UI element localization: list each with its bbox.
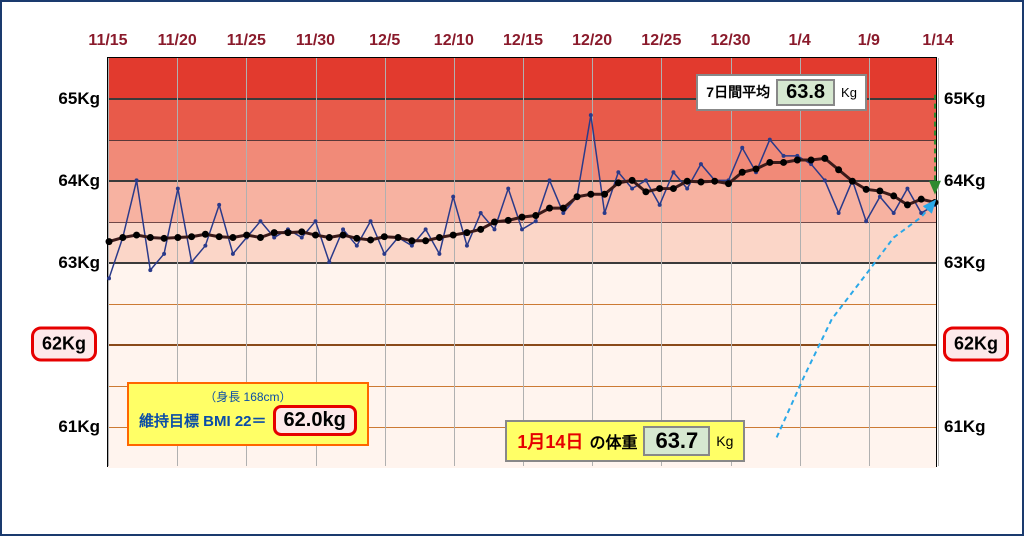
seven-day-avg-box: 7日間平均 63.8 Kg [696,74,867,111]
x-tick-label: 1/4 [789,32,811,50]
y-tick-left: 65Kg [58,89,100,109]
x-tick-label: 12/30 [710,32,750,50]
y-tick-left: 63Kg [58,253,100,273]
y-tick-right: 61Kg [944,417,986,437]
current-weight-box: 1月14日の体重63.7 Kg [505,420,745,462]
y-tick-left: 61Kg [58,417,100,437]
x-tick-label: 1/9 [858,32,880,50]
avg-value: 63.8 [776,79,835,106]
y-tick-right: 65Kg [944,89,986,109]
x-tick-label: 11/25 [227,32,266,50]
bmi-target-box: （身長 168cm） 維持目標 BMI 22＝ 62.0kg [127,382,369,446]
x-tick-label: 12/10 [434,32,474,50]
x-tick-label: 11/15 [88,32,127,50]
y-tick-left: 64Kg [58,171,100,191]
current-weight-unit: Kg [716,433,733,449]
bmi-label: 維持目標 BMI 22＝ [139,410,267,431]
x-tick-label: 12/25 [641,32,681,50]
x-tick-label: 1/14 [922,32,953,50]
vline [938,58,939,466]
x-tick-label: 12/15 [503,32,543,50]
bmi-height-label: （身長 168cm） [139,388,357,405]
y-highlight-left: 62Kg [31,327,97,362]
current-weight-label: の体重 [589,429,637,453]
chart-container: 11/15 11/20 11/25 11/30 12/5 12/10 12/15 12/20 1… [0,0,1024,536]
avg-unit: Kg [841,85,857,100]
avg-label: 7日間平均 [706,82,770,102]
current-date: 1月14日 [517,428,583,454]
y-highlight-right: 62Kg [943,327,1009,362]
y-tick-right: 63Kg [944,253,986,273]
x-tick-label: 12/5 [369,32,400,50]
current-weight-value: 63.7 [643,426,710,456]
bmi-value: 62.0kg [273,405,357,436]
x-tick-label: 12/20 [572,32,612,50]
x-tick-label: 11/20 [158,32,197,50]
y-tick-right: 64Kg [944,171,986,191]
x-tick-label: 11/30 [296,32,335,50]
